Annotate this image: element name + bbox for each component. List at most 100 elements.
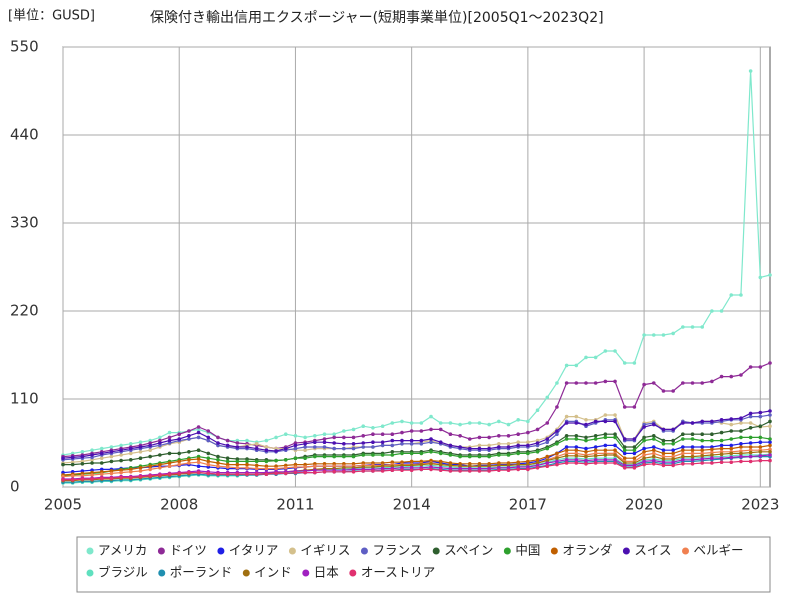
data-point <box>758 454 763 458</box>
data-point <box>148 443 152 448</box>
data-point <box>380 453 385 457</box>
legend-item: インド <box>242 565 292 580</box>
data-point <box>119 475 123 480</box>
data-point <box>535 466 540 470</box>
data-point <box>506 422 511 427</box>
data-point <box>61 456 65 461</box>
data-point <box>642 450 646 454</box>
data-point <box>138 456 143 461</box>
data-point <box>332 432 336 437</box>
data-point <box>574 448 579 453</box>
series <box>61 458 772 482</box>
data-point <box>448 469 453 473</box>
legend-item: オーストリア <box>349 565 435 580</box>
data-point <box>555 381 559 385</box>
data-point <box>235 459 240 464</box>
x-tick-label: 2023 <box>741 496 779 514</box>
data-point <box>293 456 298 461</box>
data-point <box>216 435 220 440</box>
data-point <box>564 414 569 419</box>
legend-label: オーストリア <box>361 565 435 580</box>
data-point <box>681 454 685 459</box>
data-point <box>380 443 385 448</box>
data-point <box>235 472 240 477</box>
data-point <box>342 435 346 440</box>
data-point <box>748 441 753 445</box>
data-point <box>622 361 627 365</box>
data-point <box>690 462 695 466</box>
data-point <box>603 349 608 353</box>
data-point <box>729 429 734 433</box>
data-point <box>303 435 307 440</box>
data-point <box>661 427 666 432</box>
data-point <box>710 309 714 313</box>
data-point <box>448 432 453 437</box>
data-point <box>274 471 278 476</box>
y-tick-label: 550 <box>10 38 39 56</box>
data-point <box>516 440 520 445</box>
data-point <box>216 461 220 465</box>
legend-label: イタリア <box>229 543 279 558</box>
data-point <box>700 454 705 458</box>
data-point <box>574 437 579 441</box>
data-point <box>293 443 298 448</box>
data-point <box>642 456 646 461</box>
data-point <box>632 437 637 441</box>
data-point <box>138 469 143 473</box>
data-point <box>409 459 414 464</box>
data-point <box>768 443 772 448</box>
data-point <box>70 474 75 478</box>
data-point <box>342 429 346 433</box>
data-point <box>467 469 472 473</box>
data-point <box>138 474 143 479</box>
data-point <box>622 405 627 409</box>
data-point <box>400 442 404 446</box>
x-tick-label: 2017 <box>509 496 547 514</box>
data-point <box>710 432 714 437</box>
data-point <box>293 434 298 438</box>
data-point <box>477 443 482 448</box>
data-point <box>564 434 569 438</box>
data-point <box>254 442 259 446</box>
data-point <box>661 448 666 453</box>
data-point <box>651 458 656 463</box>
data-point <box>564 448 569 453</box>
data-point <box>710 447 714 452</box>
data-point <box>254 459 259 464</box>
data-point <box>632 456 637 461</box>
data-point <box>158 466 162 470</box>
data-point <box>497 434 501 438</box>
data-point <box>254 463 259 468</box>
data-point <box>719 446 724 451</box>
data-point <box>719 418 724 422</box>
data-point <box>681 445 685 449</box>
data-point <box>651 445 656 449</box>
data-point <box>613 458 617 462</box>
data-point <box>671 457 675 461</box>
data-point <box>632 361 637 365</box>
data-point <box>535 427 540 432</box>
data-point <box>128 451 133 456</box>
data-point <box>303 465 307 469</box>
data-point <box>274 435 278 440</box>
legend-label: ポーランド <box>170 565 233 580</box>
data-point <box>719 374 724 379</box>
data-point <box>216 458 220 462</box>
data-point <box>748 426 753 430</box>
data-point <box>283 471 288 476</box>
data-point <box>574 363 579 368</box>
data-point <box>545 461 550 465</box>
data-point <box>671 460 675 465</box>
data-point <box>196 464 201 469</box>
data-point <box>477 421 482 425</box>
legend-marker <box>158 569 166 577</box>
data-point <box>758 424 763 429</box>
data-point <box>748 414 753 419</box>
data-point <box>729 460 734 465</box>
data-point <box>748 445 753 449</box>
data-point <box>768 437 772 441</box>
legend-label: イギリス <box>300 543 350 558</box>
data-point <box>768 440 772 445</box>
data-point <box>603 453 608 457</box>
data-point <box>758 440 763 445</box>
